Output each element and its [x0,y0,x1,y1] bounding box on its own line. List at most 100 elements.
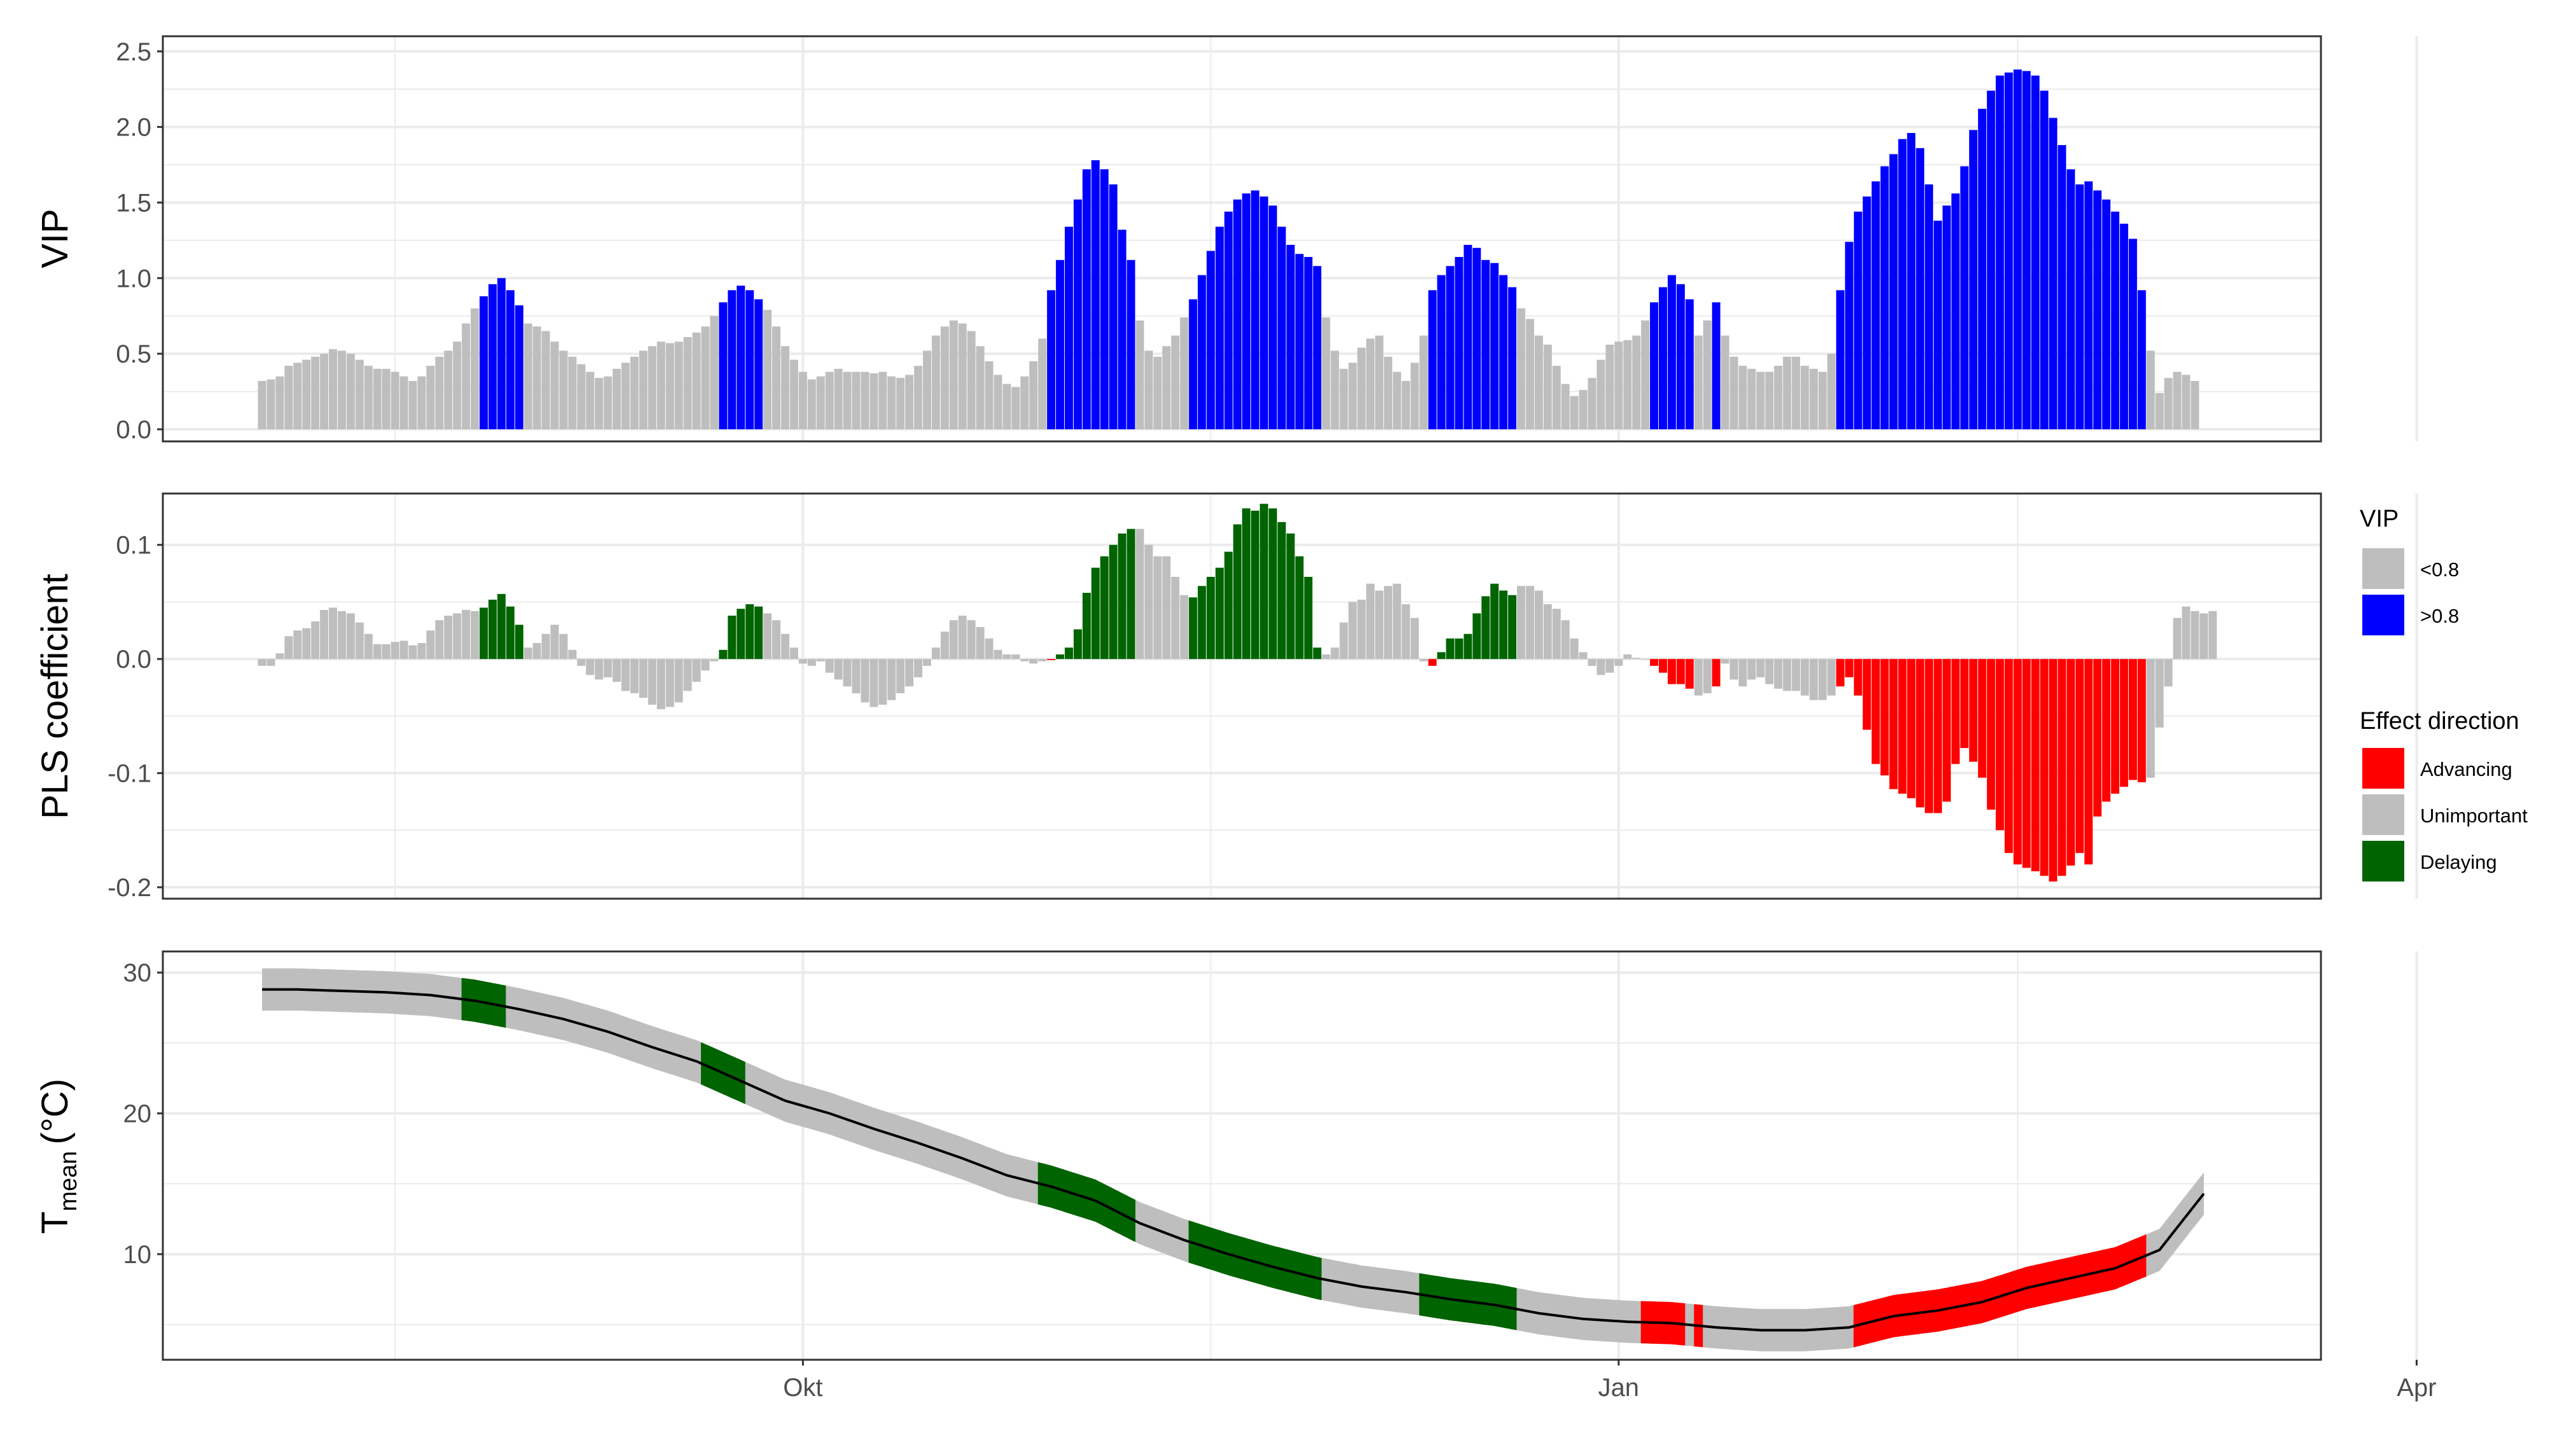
legend-delaying-label: Delaying [2420,851,2497,873]
pls-bar [1508,595,1517,660]
pls-bar [1969,659,1977,762]
pls-bar [1942,659,1951,802]
vip-bar [408,380,417,429]
pls-bar [985,638,994,660]
vip-bar [1641,320,1650,429]
pls-bar [1862,659,1871,730]
pls-bar [1986,659,1995,810]
pls-bar [2084,659,2093,865]
vip-bar [1986,90,1995,429]
pls-bar [825,659,834,673]
vip-bar [763,310,772,429]
pls-bar [789,647,798,660]
vip-bar [577,364,586,429]
pls-bar [550,625,559,660]
pls-bar [816,659,825,661]
vip-bar [1304,257,1313,429]
vip-bar [1126,259,1135,429]
pls-bar [541,633,550,660]
vip-bar [1871,181,1880,429]
pls-bar [1109,544,1118,660]
vip-bar [949,320,958,429]
pls-bar [1038,659,1047,661]
pls-bar [1392,583,1401,660]
vip-bar [391,371,399,429]
pls-bar [267,659,275,666]
vip-bar [382,368,391,429]
vip-bar [1774,366,1783,429]
pls-bar [843,659,852,687]
pls-bar [1845,659,1853,677]
pls-bar [408,645,417,660]
pls-bar [417,643,426,660]
pls-bar [1082,593,1091,660]
pls-bar [1792,659,1801,691]
vip-bar [754,299,763,429]
pls-bar [940,632,949,660]
pls-bar [329,607,338,660]
pls-bar [1437,652,1446,660]
pls-bar [754,606,763,660]
pls-bar [1144,544,1153,660]
pls-y-tick-label: 0.0 [116,646,151,674]
pls-bar [1898,659,1907,794]
pls-bar [1499,590,1508,660]
vip-bar [417,376,426,429]
pls-bar [1250,510,1259,660]
pls-bar [763,613,772,660]
pls-bar [1464,633,1472,660]
vip-bar [1827,354,1836,429]
vip-bar [834,368,843,429]
vip-bar [1410,363,1419,429]
pls-bar [1419,659,1428,661]
pls-bar [577,659,586,666]
pls-bar [2119,659,2128,787]
pls-bar [1047,659,1056,660]
pls-bar [745,604,754,660]
pls-bar [852,659,861,694]
vip-y-tick-label: 0.0 [116,416,151,444]
pls-bar [1889,659,1898,789]
vip-bar [1056,259,1065,429]
vip-bar [923,350,931,429]
pls-bar [1331,647,1340,660]
pls-bar [532,643,541,660]
vip-bar [1392,371,1401,429]
pls-bar [506,606,515,660]
pls-bar [1756,659,1765,677]
pls-bar [1960,659,1969,749]
pls-y-axis-title: PLS coefficient [34,574,76,819]
vip-bar [1038,338,1047,429]
pls-bar [1126,529,1135,660]
vip-bar [329,349,338,429]
vip-bar [604,376,613,429]
pls-bar [1561,620,1570,660]
pls-bar [665,659,674,707]
pls-bar [1348,602,1357,660]
x-axis-ticks: Okt Jan Apr [783,1360,2437,1402]
vip-bar [940,326,949,429]
pls-bar [2191,611,2199,660]
pls-y-ticks: 0.1 0.0 -0.1 -0.2 [107,532,163,902]
legend-unimportant-label: Unimportant [2420,805,2528,827]
pls-bar [1268,508,1277,660]
pls-bar [1073,629,1082,660]
pls-bar [2067,659,2075,866]
pls-bar [399,640,408,660]
vip-bar [2031,75,2040,429]
vip-bar [745,290,754,429]
pls-bar [2110,659,2119,794]
vip-bar [2084,181,2093,429]
pls-bar [1233,524,1242,660]
pls-bar [1002,654,1011,660]
vip-bar [1561,384,1570,429]
pls-bar [683,659,692,691]
vip-bar [905,375,914,429]
pls-bar [373,644,382,660]
pls-bar [914,659,923,677]
pls-bar [1189,597,1198,660]
pls-bar [896,659,905,694]
legend-vip-low-swatch [2362,548,2404,589]
pls-bar [453,613,462,660]
pls-bar [1871,659,1880,764]
